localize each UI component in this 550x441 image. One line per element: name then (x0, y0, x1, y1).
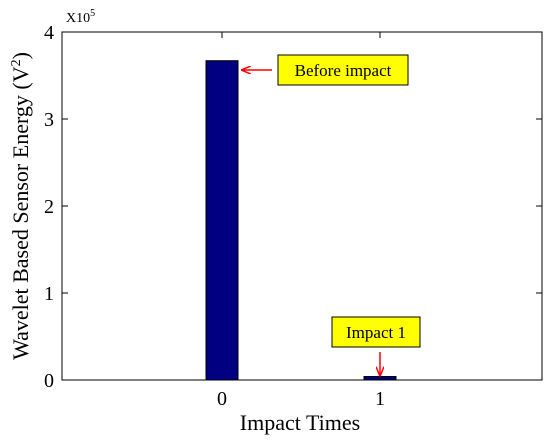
annotations: Before impact Impact 1 (242, 54, 421, 376)
annotation-box (331, 316, 421, 348)
y-tick-label: 2 (44, 196, 54, 218)
bar (205, 60, 239, 381)
annotation-label: Impact 1 (346, 323, 406, 342)
y-multiplier: X105 (66, 8, 95, 26)
annotation-box (277, 54, 409, 86)
y-tick-label: 1 (44, 283, 54, 305)
annotation-label: Before impact (295, 61, 392, 80)
bar (363, 376, 397, 381)
plot-area (61, 31, 543, 381)
y-ticks: 0 1 2 3 4 (44, 22, 542, 392)
x-tick-label: 1 (375, 388, 385, 410)
x-axis-title: Impact Times (240, 410, 360, 435)
y-axis-title: Wavelet Based Sensor Energy (V2) (8, 52, 33, 360)
y-tick-label: 4 (44, 22, 54, 44)
y-tick-label: 3 (44, 109, 54, 131)
y-tick-label: 0 (44, 370, 54, 392)
bars (205, 60, 397, 381)
x-tick-label: 0 (217, 388, 227, 410)
